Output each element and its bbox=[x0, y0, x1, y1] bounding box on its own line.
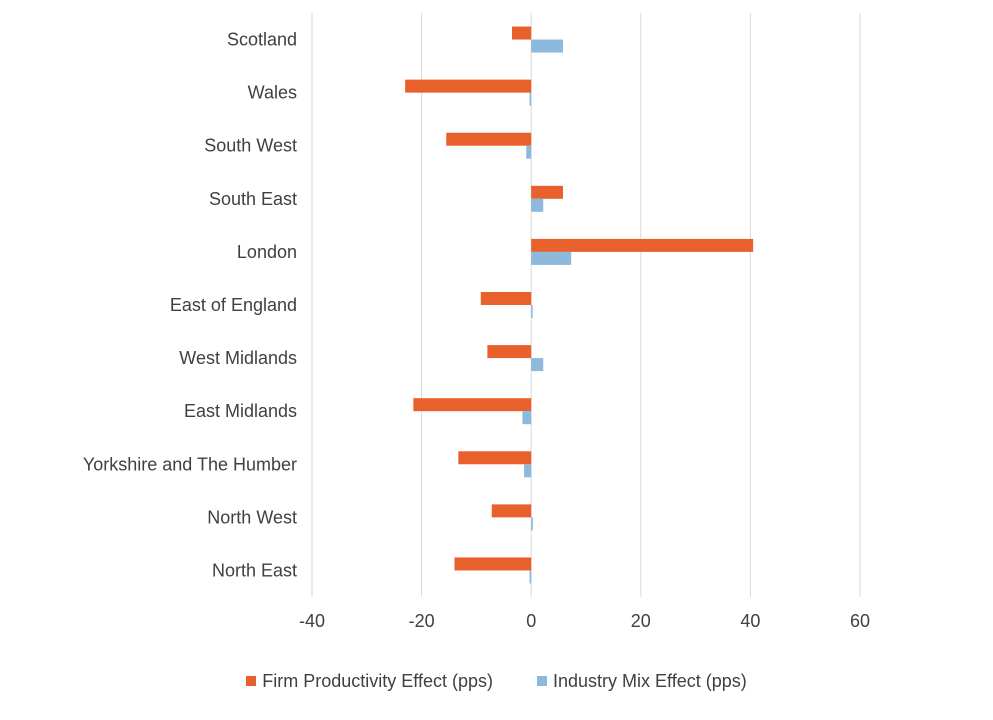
legend-label-industry-mix: Industry Mix Effect (pps) bbox=[553, 670, 747, 691]
bar-industry-mix bbox=[531, 251, 572, 265]
bar-industry-mix bbox=[531, 198, 544, 212]
legend-swatch-industry-mix bbox=[537, 676, 547, 686]
bar-firm-productivity bbox=[512, 26, 532, 40]
category-label: South East bbox=[209, 189, 297, 209]
x-tick-label: -40 bbox=[299, 611, 325, 631]
bar-firm-productivity bbox=[480, 292, 532, 305]
gridlines bbox=[311, 13, 861, 597]
category-label: North East bbox=[212, 560, 297, 580]
bars bbox=[405, 26, 754, 584]
bar-firm-productivity bbox=[413, 398, 532, 412]
bar-firm-productivity bbox=[446, 132, 532, 146]
x-tick-label: 20 bbox=[631, 611, 651, 631]
bar-industry-mix bbox=[531, 39, 563, 53]
category-label: Scotland bbox=[227, 30, 297, 50]
x-tick-label: 40 bbox=[740, 611, 760, 631]
bar-industry-mix bbox=[529, 92, 532, 106]
bar-industry-mix bbox=[531, 517, 533, 531]
x-tick-label: 0 bbox=[526, 611, 536, 631]
bar-industry-mix bbox=[522, 411, 532, 425]
category-label: North West bbox=[207, 507, 297, 527]
legend: Firm Productivity Effect (pps) Industry … bbox=[0, 668, 993, 694]
bar-industry-mix bbox=[526, 145, 532, 159]
category-labels: Scotland Wales South West South East London E… bbox=[83, 30, 297, 581]
x-tick-label: 60 bbox=[850, 611, 870, 631]
category-label: London bbox=[237, 242, 297, 262]
bar-firm-productivity bbox=[531, 185, 563, 199]
bar-firm-productivity bbox=[487, 345, 532, 359]
x-tick-label: -20 bbox=[409, 611, 435, 631]
bar-industry-mix bbox=[531, 358, 544, 372]
bar-industry-mix bbox=[531, 305, 533, 318]
bar-firm-productivity bbox=[491, 504, 532, 518]
legend-label-firm-productivity: Firm Productivity Effect (pps) bbox=[262, 670, 493, 691]
category-label: East of England bbox=[170, 295, 297, 315]
category-label: East Midlands bbox=[184, 401, 297, 421]
bar-industry-mix bbox=[524, 464, 532, 478]
category-label: West Midlands bbox=[179, 348, 297, 368]
bar-firm-productivity bbox=[531, 238, 754, 252]
legend-item-industry-mix: Industry Mix Effect (pps) bbox=[537, 671, 747, 692]
bar-firm-productivity bbox=[458, 451, 532, 465]
legend-item-firm-productivity: Firm Productivity Effect (pps) bbox=[246, 671, 493, 692]
category-label: Wales bbox=[248, 83, 297, 103]
bar-firm-productivity bbox=[405, 79, 532, 93]
bar-industry-mix bbox=[529, 570, 532, 584]
x-axis-ticks: -40 -20 0 20 40 60 bbox=[299, 611, 870, 631]
category-label: Yorkshire and The Humber bbox=[83, 454, 297, 474]
legend-swatch-firm-productivity bbox=[246, 676, 257, 686]
category-label: South West bbox=[204, 136, 297, 156]
bar-firm-productivity bbox=[454, 557, 532, 571]
